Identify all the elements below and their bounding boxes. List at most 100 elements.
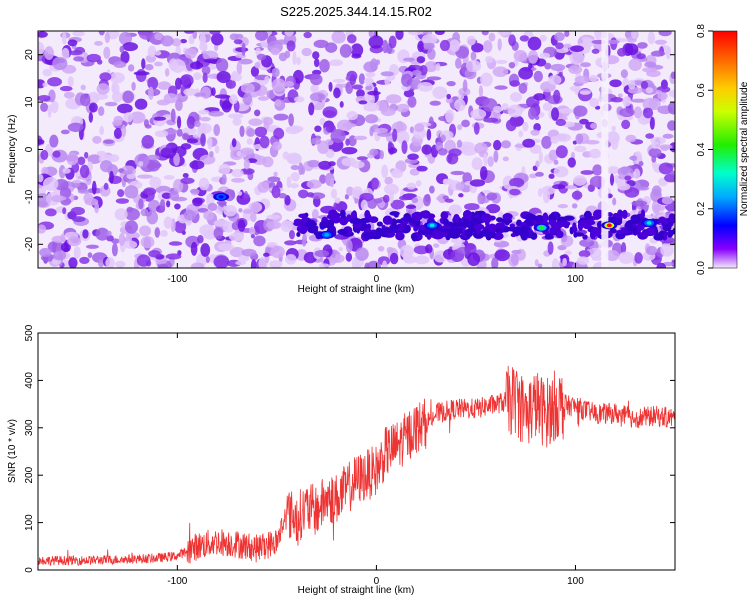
noise-blob <box>350 43 364 57</box>
noise-blob <box>551 258 560 268</box>
noise-blob <box>225 79 237 89</box>
noise-blob <box>213 219 230 227</box>
noise-blob <box>379 150 385 160</box>
noise-blob <box>474 142 488 154</box>
noise-blob <box>165 200 171 208</box>
noise-blob <box>558 108 574 114</box>
noise-blob <box>135 69 147 83</box>
noise-blob <box>590 122 597 129</box>
noise-blob <box>154 130 169 138</box>
noise-blob <box>356 156 368 161</box>
noise-blob <box>493 139 502 151</box>
noise-blob <box>382 194 390 203</box>
noise-blob <box>571 203 578 209</box>
noise-blob <box>450 238 466 244</box>
colorbar-label: Normalized spectral amplitude <box>739 81 750 216</box>
signal-blob <box>413 219 421 227</box>
noise-blob <box>591 256 603 262</box>
noise-blob <box>194 120 201 128</box>
noise-blob <box>301 47 312 57</box>
noise-blob <box>97 259 105 268</box>
noise-blob <box>310 137 322 145</box>
noise-blob <box>61 31 67 45</box>
data-gap <box>601 31 609 268</box>
noise-blob <box>555 133 572 142</box>
noise-blob <box>381 164 389 179</box>
noise-blob <box>252 203 260 214</box>
noise-blob <box>175 99 183 112</box>
noise-blob <box>182 173 189 178</box>
noise-blob <box>238 254 250 262</box>
noise-blob <box>309 73 323 86</box>
noise-blob <box>621 119 631 130</box>
noise-blob <box>87 91 100 104</box>
noise-blob <box>557 245 567 251</box>
noise-blob <box>138 161 144 167</box>
noise-blob <box>238 58 253 65</box>
noise-blob <box>117 189 125 198</box>
noise-blob <box>564 250 572 255</box>
noise-blob <box>609 173 615 186</box>
noise-blob <box>497 38 502 51</box>
noise-blob <box>284 254 297 265</box>
y-tick-label: 100 <box>24 514 35 531</box>
noise-blob <box>483 117 499 123</box>
noise-blob <box>99 125 105 136</box>
noise-blob <box>390 199 405 210</box>
noise-blob <box>313 58 320 68</box>
noise-blob <box>661 196 674 205</box>
noise-blob <box>59 85 73 92</box>
noise-blob <box>103 46 111 59</box>
noise-blob <box>584 139 600 145</box>
noise-blob <box>467 252 481 267</box>
noise-blob <box>49 134 59 148</box>
noise-blob <box>199 116 211 122</box>
noise-blob <box>197 129 202 135</box>
noise-blob <box>79 164 90 179</box>
noise-blob <box>246 127 256 137</box>
noise-blob <box>664 173 675 183</box>
signal-blob <box>621 209 628 219</box>
noise-blob <box>554 76 560 85</box>
signal-blob <box>417 229 423 235</box>
noise-blob <box>645 133 655 139</box>
noise-blob <box>256 53 267 61</box>
noise-blob <box>552 184 566 190</box>
noise-blob <box>307 159 320 168</box>
signal-blob <box>549 220 558 226</box>
noise-blob <box>159 199 166 212</box>
noise-blob <box>347 34 357 44</box>
noise-blob <box>434 31 445 36</box>
y-tick-label: 200 <box>24 466 35 483</box>
noise-blob <box>411 69 422 76</box>
noise-blob <box>38 94 51 102</box>
noise-blob <box>401 73 413 87</box>
noise-blob <box>341 146 358 155</box>
noise-blob <box>189 160 205 170</box>
noise-blob <box>121 170 134 175</box>
noise-blob <box>425 244 433 254</box>
signal-blob <box>403 213 411 221</box>
noise-blob <box>296 56 301 66</box>
noise-blob <box>297 189 309 199</box>
noise-blob <box>109 170 114 184</box>
noise-blob <box>180 177 195 185</box>
y-tick-label: 10 <box>24 96 35 108</box>
noise-blob <box>368 35 384 49</box>
noise-blob <box>494 249 510 262</box>
noise-blob <box>288 229 295 240</box>
noise-blob <box>71 216 86 223</box>
snr-x-axis: -100 0 100 <box>167 333 584 587</box>
signal-blob <box>481 213 492 223</box>
noise-blob <box>198 177 210 191</box>
noise-blob <box>60 129 70 135</box>
noise-blob <box>96 150 107 157</box>
signal-blob <box>442 218 449 226</box>
noise-blob <box>620 69 628 79</box>
noise-blob <box>569 51 585 65</box>
noise-blob <box>249 226 256 236</box>
noise-blob <box>113 60 127 68</box>
noise-blob <box>312 51 320 60</box>
noise-blob <box>173 152 180 166</box>
noise-blob <box>238 208 243 213</box>
